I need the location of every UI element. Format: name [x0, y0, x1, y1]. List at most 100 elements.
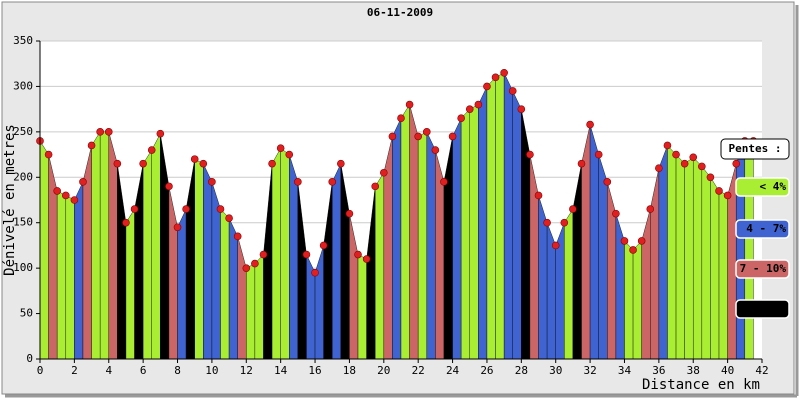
point [113, 159, 122, 168]
point [551, 241, 560, 250]
slope-column [392, 118, 402, 360]
point [302, 250, 311, 259]
slope-column [495, 72, 505, 360]
point [637, 237, 646, 245]
y-tick-label: 350 [13, 34, 33, 47]
point [165, 182, 173, 191]
point [500, 69, 508, 77]
x-tick-label: 32 [583, 364, 596, 377]
legend-title: Pentes : [729, 142, 782, 155]
slope-column [632, 240, 642, 360]
slope-column [400, 103, 410, 360]
point [345, 209, 354, 218]
point [543, 218, 551, 227]
point [422, 128, 431, 136]
point [440, 178, 448, 186]
slope-column [203, 163, 213, 360]
x-tick-label: 40 [721, 364, 734, 377]
legend: Pentes : < 4% 4 - 7% 7 - 10% > 10% [720, 138, 790, 319]
point [337, 159, 345, 168]
x-tick-label: 42 [755, 364, 768, 377]
x-tick-label: 4 [105, 364, 112, 377]
y-tick-label: 150 [13, 216, 33, 229]
point [414, 132, 422, 141]
slope-column [564, 208, 574, 360]
point [104, 128, 113, 136]
slope-column [452, 118, 462, 360]
point [534, 191, 543, 200]
slope-column [503, 72, 513, 360]
point [276, 144, 285, 153]
point [629, 246, 637, 254]
point [294, 178, 302, 186]
point [569, 205, 577, 213]
slope-column [460, 108, 470, 360]
x-tick-label: 18 [343, 364, 356, 377]
x-tick-label: 10 [205, 364, 218, 377]
point [371, 182, 380, 191]
y-tick-label: 250 [13, 125, 33, 138]
x-tick-label: 16 [308, 364, 321, 377]
point [79, 178, 87, 186]
point [199, 159, 208, 168]
point [380, 168, 388, 177]
slope-column [581, 124, 591, 360]
point [362, 255, 371, 263]
point [233, 232, 242, 241]
slope-column [271, 147, 281, 360]
slope-column [91, 131, 101, 360]
point [646, 205, 655, 213]
point [508, 87, 517, 95]
slope-column [417, 131, 427, 360]
y-tick-label: 100 [13, 261, 33, 274]
columns [39, 72, 754, 360]
points [36, 69, 758, 277]
point [603, 178, 612, 186]
x-tick-label: 28 [515, 364, 528, 377]
point [431, 146, 440, 154]
slope-column [82, 145, 92, 360]
legend-swatch [735, 299, 790, 319]
point [474, 100, 483, 109]
point [586, 120, 594, 129]
point [242, 264, 251, 272]
slope-column [589, 124, 599, 360]
point [216, 205, 225, 213]
point [96, 128, 104, 136]
point [319, 241, 328, 250]
slope-column [667, 144, 677, 360]
point [147, 146, 156, 154]
slope-column [220, 208, 230, 360]
point [70, 196, 79, 204]
point [723, 191, 732, 200]
point [130, 205, 139, 213]
legend-swatch [735, 219, 790, 239]
y-tick-label: 0 [26, 352, 33, 365]
x-tick-label: 34 [618, 364, 632, 377]
point [620, 237, 629, 245]
x-tick-label: 2 [71, 364, 78, 377]
slope-column [280, 147, 290, 360]
slope-column [375, 172, 385, 360]
point [465, 105, 474, 113]
x-tick-label: 0 [37, 364, 44, 377]
point [689, 153, 698, 162]
legend-label: 4 - 7% [746, 222, 786, 235]
x-tick-label: 14 [274, 364, 288, 377]
legend-swatch [735, 177, 790, 197]
slope-column [426, 131, 436, 360]
point [655, 164, 663, 172]
legend-label: 7 - 10% [740, 262, 787, 275]
slope-column [693, 156, 703, 360]
slope-column [710, 176, 720, 360]
slope-column [39, 140, 49, 360]
slope-column [74, 181, 84, 360]
point [706, 173, 715, 182]
point [405, 100, 414, 109]
slope-column [65, 195, 75, 360]
point [388, 132, 397, 141]
slope-column [194, 158, 204, 360]
point [44, 150, 53, 159]
point [139, 159, 147, 168]
